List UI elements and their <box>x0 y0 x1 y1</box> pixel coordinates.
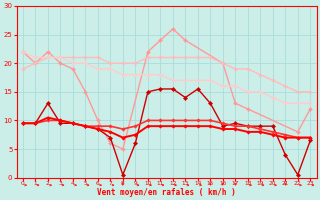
X-axis label: Vent moyen/en rafales ( km/h ): Vent moyen/en rafales ( km/h ) <box>97 188 236 197</box>
